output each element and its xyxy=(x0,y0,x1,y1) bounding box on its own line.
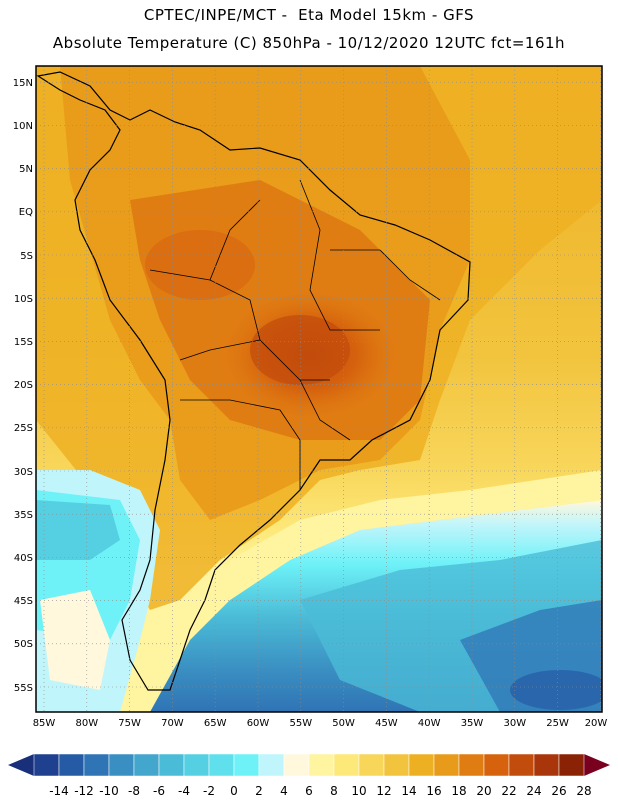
colorbar-label: 28 xyxy=(576,784,591,798)
colorbar-label: 4 xyxy=(280,784,288,798)
lon-label: 25W xyxy=(546,718,569,729)
latitude-labels: 15N 10N 5N EQ 5S 10S 15S 20S 25S 30S 35S… xyxy=(13,78,33,694)
colorbar-label: -12 xyxy=(74,784,94,798)
colorbar-swatch xyxy=(208,753,235,777)
colorbar-swatch xyxy=(308,753,335,777)
colorbar-label: -10 xyxy=(99,784,119,798)
colorbar-label: 22 xyxy=(501,784,516,798)
lon-label: 20W xyxy=(585,718,608,729)
lat-label: 25S xyxy=(14,423,33,434)
colorbar-swatch xyxy=(58,753,85,777)
colorbar-swatch xyxy=(408,753,435,777)
lat-label: 5N xyxy=(19,164,33,175)
lon-label: 60W xyxy=(247,718,270,729)
map-title-line-1: CPTEC/INPE/MCT - Eta Model 15km - GFS xyxy=(143,6,475,24)
colorbar-swatch xyxy=(283,753,310,777)
colorbar-swatch xyxy=(333,753,360,777)
colorbar-swatch xyxy=(508,753,535,777)
colorbar-label: -14 xyxy=(49,784,69,798)
map-frame xyxy=(35,65,603,713)
lat-label: 55S xyxy=(14,683,33,694)
colorbar-high-end-arrow xyxy=(584,754,610,776)
lat-label: 10N xyxy=(13,121,33,132)
colorbar-swatch xyxy=(533,753,560,777)
colorbar-label: 20 xyxy=(476,784,491,798)
lon-label: 30W xyxy=(503,718,526,729)
lat-label: 35S xyxy=(14,510,33,521)
colorbar-swatch xyxy=(558,753,585,777)
lat-label: 15S xyxy=(14,337,33,348)
lat-label: 5S xyxy=(20,251,33,262)
colorbar-swatch xyxy=(83,753,110,777)
colorbar-swatch xyxy=(158,753,185,777)
lat-label: 45S xyxy=(14,596,33,607)
colorbar-swatch xyxy=(433,753,460,777)
colorbar-low-end-arrow xyxy=(8,754,34,776)
colorbar-label: 16 xyxy=(426,784,441,798)
colorbar-label: 2 xyxy=(255,784,263,798)
colorbar-swatch xyxy=(183,753,210,777)
lon-label: 55W xyxy=(289,718,312,729)
colorbar-label: 12 xyxy=(376,784,391,798)
lon-label: 75W xyxy=(118,718,141,729)
colorbar-label: 8 xyxy=(330,784,338,798)
lat-label: EQ xyxy=(19,207,33,218)
colorbar-swatch xyxy=(458,753,485,777)
map-title-line-2: Absolute Temperature (C) 850hPa - 10/12/… xyxy=(52,34,566,52)
lat-label: 20S xyxy=(14,380,33,391)
colorbar-swatch xyxy=(258,753,285,777)
lat-label: 50S xyxy=(14,639,33,650)
colorbar-label: -2 xyxy=(203,784,215,798)
colorbar-label: 14 xyxy=(401,784,416,798)
lon-label: 40W xyxy=(418,718,441,729)
lon-label: 85W xyxy=(33,718,56,729)
colorbar-swatch xyxy=(108,753,135,777)
longitude-labels: 85W 80W 75W 70W 65W 60W 55W 50W 45W 40W … xyxy=(33,718,608,729)
lon-label: 80W xyxy=(75,718,98,729)
colorbar-swatch xyxy=(483,753,510,777)
colorbar-swatch xyxy=(383,753,410,777)
colorbar-swatch xyxy=(133,753,160,777)
colorbar-label: 6 xyxy=(305,784,313,798)
colorbar-label: 18 xyxy=(451,784,466,798)
lat-label: 10S xyxy=(14,294,33,305)
colorbar-label: -6 xyxy=(153,784,165,798)
lon-label: 70W xyxy=(161,718,184,729)
colorbar-label: 0 xyxy=(230,784,238,798)
colorbar-label: -4 xyxy=(178,784,190,798)
lat-label: 30S xyxy=(14,467,33,478)
lon-label: 35W xyxy=(461,718,484,729)
lon-label: 45W xyxy=(375,718,398,729)
temperature-field xyxy=(36,66,602,712)
colorbar-swatch xyxy=(358,753,385,777)
lat-label: 15N xyxy=(13,78,33,89)
colorbar-swatch xyxy=(33,753,60,777)
colorbar-label: 26 xyxy=(551,784,566,798)
south-america-outline xyxy=(36,71,471,691)
colorbar-label: 10 xyxy=(351,784,366,798)
country-borders xyxy=(149,179,441,490)
colorbar: -14 -12 -10 -8 -6 -4 -2 0 2 4 6 8 10 12 14 16 18 20 22 24 26… xyxy=(8,753,610,798)
lon-label: 50W xyxy=(332,718,355,729)
lon-label: 65W xyxy=(204,718,227,729)
colorbar-label: 24 xyxy=(526,784,541,798)
colorbar-label: -8 xyxy=(128,784,140,798)
colorbar-swatch xyxy=(233,753,260,777)
lat-label: 40S xyxy=(14,553,33,564)
